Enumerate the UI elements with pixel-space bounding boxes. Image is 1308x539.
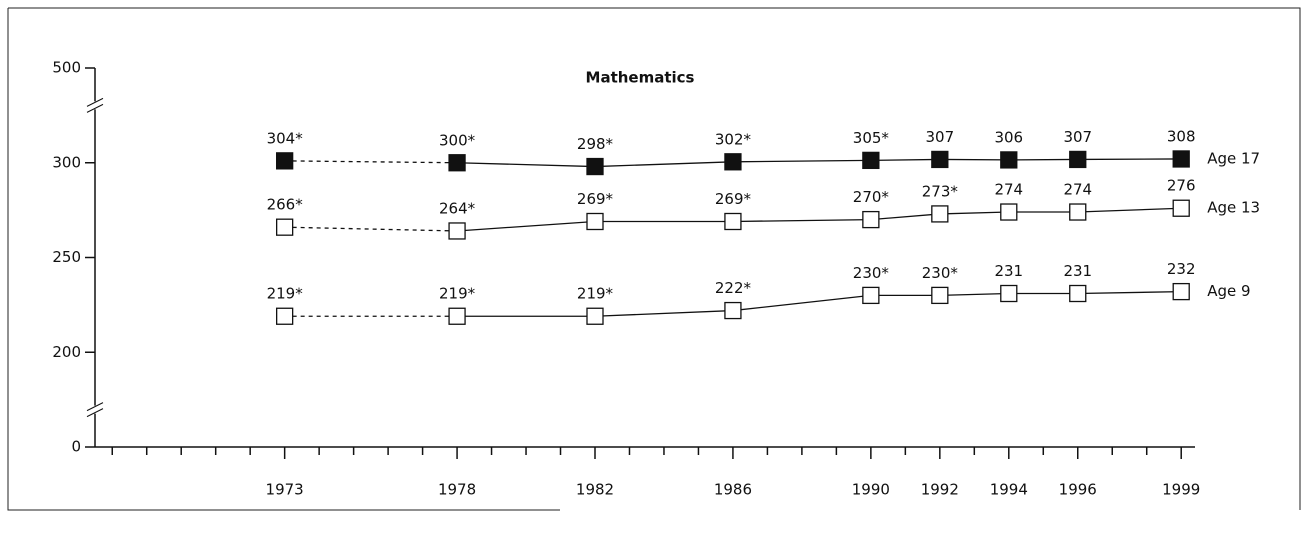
- data-label: 219*: [267, 285, 304, 303]
- data-label: 222*: [715, 279, 752, 297]
- data-label: 219*: [439, 285, 476, 303]
- data-point: [1000, 284, 1018, 303]
- data-label: 230*: [853, 264, 890, 282]
- series-segment: [594, 309, 733, 317]
- x-tick-label: 1992: [921, 481, 959, 499]
- data-label: 305*: [853, 129, 890, 147]
- series-segment: [284, 160, 458, 164]
- frame: [8, 7, 1301, 510]
- axis-break-gap: [87, 405, 103, 414]
- data-point: [1000, 151, 1018, 169]
- data-label: 269*: [715, 190, 752, 208]
- data-point: [586, 157, 604, 176]
- y-tick-label: 500: [52, 59, 81, 77]
- data-point: [862, 151, 880, 170]
- data-point: [862, 286, 880, 305]
- y-tick-label: 250: [52, 248, 81, 266]
- data-label: 308: [1167, 127, 1196, 145]
- data-point: [586, 307, 604, 325]
- data-label: 232: [1167, 260, 1196, 278]
- data-point: [931, 205, 949, 223]
- series-segment: [732, 294, 871, 312]
- data-point: [931, 286, 949, 305]
- chart-title: Mathematics: [586, 69, 695, 87]
- series-segment: [284, 226, 458, 232]
- x-tick-label: 1996: [1059, 481, 1097, 499]
- series-segment: [1077, 207, 1182, 213]
- x-tick-label: 1999: [1162, 481, 1200, 499]
- x-tick-label: 1986: [714, 481, 752, 499]
- series-segment: [870, 158, 940, 162]
- data-point: [448, 222, 466, 240]
- data-label: 298*: [577, 135, 614, 153]
- data-label: 307: [926, 128, 955, 146]
- axis-break-gap: [87, 101, 103, 110]
- data-point: [586, 212, 604, 231]
- data-point: [448, 154, 466, 172]
- data-point: [1069, 203, 1087, 221]
- data-label: 269*: [577, 190, 614, 208]
- data-point: [724, 153, 742, 171]
- x-tick-label: 1973: [266, 481, 304, 499]
- data-point: [862, 210, 880, 229]
- data-point: [931, 150, 949, 169]
- data-point: [1000, 203, 1018, 221]
- data-point: [276, 152, 294, 170]
- data-label: 300*: [439, 131, 476, 149]
- series-segment: [939, 292, 1009, 297]
- x-tick-label: 1994: [990, 481, 1028, 499]
- data-label: 276: [1167, 177, 1196, 195]
- series-segment: [457, 220, 596, 232]
- axis-break: [86, 103, 104, 113]
- y-tick-label: 300: [52, 153, 81, 171]
- x-tick-label: 1982: [576, 481, 614, 499]
- data-point: [1069, 150, 1087, 169]
- data-label: 274: [1063, 181, 1092, 199]
- frame: [7, 8, 560, 511]
- y-tick-label: 0: [71, 438, 81, 456]
- series-segment: [594, 161, 733, 168]
- data-label: 274: [994, 181, 1023, 199]
- axis-break: [86, 97, 104, 107]
- data-point: [724, 212, 742, 231]
- data-label: 306: [994, 128, 1023, 146]
- data-label: 219*: [577, 285, 614, 303]
- series-label: Age 13: [1207, 199, 1260, 217]
- data-label: 304*: [267, 129, 304, 147]
- series-segment: [732, 159, 871, 163]
- data-point: [276, 218, 294, 236]
- series-segment: [939, 211, 1009, 215]
- data-point: [1172, 150, 1190, 168]
- series-label: Age 17: [1207, 149, 1260, 167]
- series-label: Age 9: [1207, 282, 1250, 300]
- x-tick-label: 1990: [852, 481, 890, 499]
- data-point: [1172, 282, 1190, 301]
- series-segment: [457, 162, 596, 168]
- series-segment: [1077, 290, 1182, 295]
- data-label: 231: [994, 262, 1023, 280]
- data-label: 307: [1063, 128, 1092, 146]
- data-label: 266*: [267, 196, 304, 214]
- data-label: 231: [1063, 262, 1092, 280]
- data-label: 230*: [922, 264, 959, 282]
- y-tick-label: 200: [52, 343, 81, 361]
- data-point: [448, 307, 466, 325]
- data-label: 270*: [853, 188, 890, 206]
- data-point: [724, 301, 742, 320]
- data-label: 273*: [922, 182, 959, 200]
- x-tick-label: 1978: [438, 481, 476, 499]
- data-point: [276, 307, 294, 325]
- series-segment: [870, 213, 940, 221]
- axis-break: [86, 408, 104, 418]
- axis-break: [86, 402, 104, 412]
- data-point: [1069, 284, 1087, 303]
- data-label: 302*: [715, 130, 752, 148]
- series-segment: [732, 218, 871, 223]
- data-label: 264*: [439, 199, 476, 217]
- data-point: [1172, 199, 1190, 217]
